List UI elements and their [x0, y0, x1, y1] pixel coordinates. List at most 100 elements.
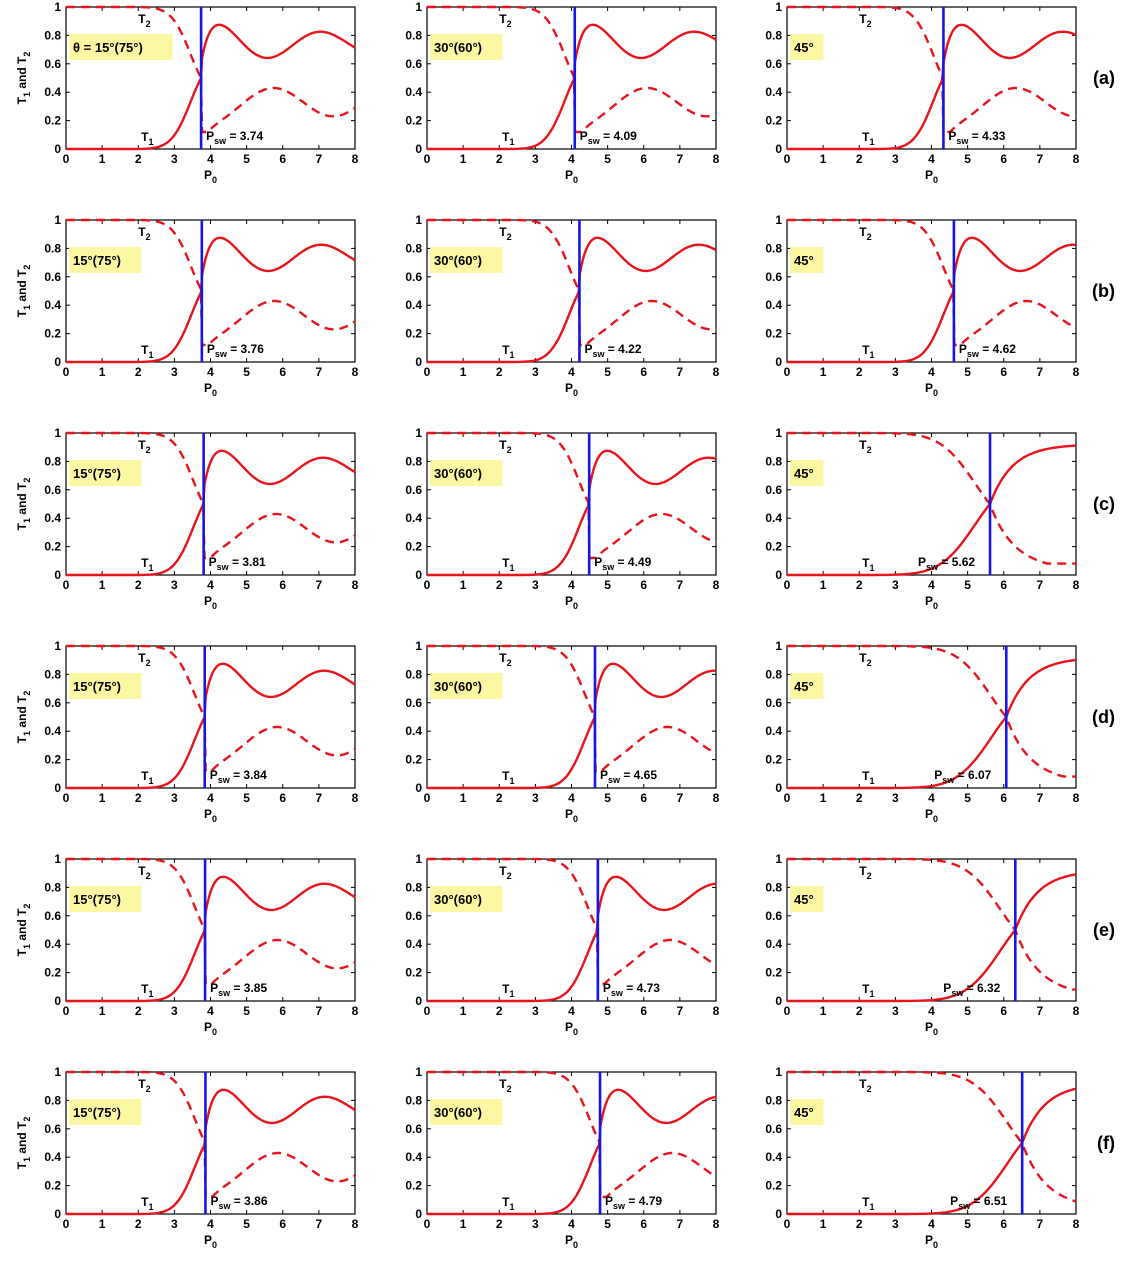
t1-solid-line — [66, 875, 356, 1003]
y-tick-label: 0.6 — [765, 1122, 782, 1136]
x-axis-title: P0 — [925, 807, 938, 824]
y-tick-label: 0.6 — [405, 909, 422, 923]
y-tick-label: 0.4 — [405, 937, 422, 951]
x-tick-label: 5 — [604, 152, 611, 166]
x-tick-label: 2 — [135, 365, 142, 379]
plot-area — [65, 219, 356, 363]
angle-label: 45° — [794, 40, 814, 55]
y-axis-title: T1 and T2 — [15, 1117, 32, 1170]
x-tick-label: 3 — [171, 152, 178, 166]
angle-label-box — [69, 886, 142, 912]
x-tick-label: 2 — [496, 578, 503, 592]
angle-label: 30°(60°) — [434, 466, 482, 481]
x-tick-label: 1 — [460, 578, 467, 592]
x-tick-label: 0 — [424, 1217, 431, 1231]
x-tick-label: 0 — [784, 1217, 791, 1231]
t2-dashed-line — [66, 1070, 356, 1199]
x-tick-label: 8 — [713, 791, 720, 805]
y-tick-label: 1 — [775, 0, 782, 14]
x-tick-label: 7 — [1037, 578, 1044, 592]
y-tick-label: 1 — [415, 426, 422, 440]
angle-label-box — [430, 460, 503, 486]
plot-area — [786, 1071, 1077, 1215]
x-tick-label: 3 — [892, 1004, 899, 1018]
x-axis-title: P0 — [565, 807, 578, 824]
x-tick-label: 4 — [568, 1004, 575, 1018]
x-tick-label: 6 — [1000, 578, 1007, 592]
x-tick-label: 3 — [171, 791, 178, 805]
y-tick-label: 0.6 — [405, 1122, 422, 1136]
angle-label-box — [790, 247, 824, 273]
x-tick-label: 0 — [63, 152, 70, 166]
x-tick-label: 7 — [677, 365, 684, 379]
x-tick-label: 2 — [496, 1217, 503, 1231]
x-tick-label: 4 — [928, 365, 935, 379]
x-tick-label: 6 — [1000, 1217, 1007, 1231]
x-tick-label: 2 — [856, 791, 863, 805]
x-tick-label: 2 — [856, 578, 863, 592]
angle-label-box — [69, 247, 142, 273]
plot-area — [786, 858, 1077, 1002]
y-tick-label: 1 — [775, 852, 782, 866]
x-tick-label: 6 — [640, 152, 647, 166]
y-tick-label: 0.8 — [44, 241, 61, 255]
y-tick-label: 0.8 — [405, 1093, 422, 1107]
y-tick-label: 0.8 — [405, 28, 422, 42]
x-tick-label: 5 — [964, 1217, 971, 1231]
y-tick-label: 0.6 — [405, 483, 422, 497]
y-tick-label: 0.4 — [44, 1150, 61, 1164]
t2-dashed-line — [787, 857, 1076, 991]
y-tick-label: 0 — [54, 568, 61, 582]
y-tick-label: 0.6 — [44, 57, 61, 71]
y-tick-label: 0.6 — [44, 1122, 61, 1136]
x-tick-label: 2 — [856, 152, 863, 166]
t1-solid-line — [787, 444, 1077, 577]
t2-dashed-line — [66, 431, 356, 560]
x-axis-title: P0 — [565, 381, 578, 398]
t2-dashed-line — [427, 431, 717, 560]
y-tick-label: 1 — [775, 1065, 782, 1079]
x-tick-label: 2 — [856, 365, 863, 379]
y-tick-label: 0 — [775, 568, 782, 582]
y-tick-label: 0.2 — [44, 753, 61, 767]
x-tick-label: 3 — [171, 365, 178, 379]
x-tick-label: 3 — [892, 791, 899, 805]
y-tick-label: 0.4 — [405, 298, 422, 312]
x-tick-label: 1 — [99, 1004, 106, 1018]
x-tick-label: 8 — [352, 365, 359, 379]
x-axis-title: P0 — [204, 807, 217, 824]
x-tick-label: 7 — [677, 791, 684, 805]
plot-area — [426, 1071, 717, 1215]
angle-label: 30°(60°) — [434, 40, 482, 55]
row-label-c: (c) — [1093, 494, 1115, 514]
x-tick-label: 3 — [892, 578, 899, 592]
t2-dashed-line — [66, 218, 356, 347]
x-tick-label: 1 — [99, 365, 106, 379]
x-tick-label: 8 — [1073, 578, 1080, 592]
y-tick-label: 0.6 — [765, 696, 782, 710]
t1-solid-line — [787, 873, 1077, 1003]
angle-label-box — [790, 673, 824, 699]
x-tick-label: 3 — [171, 1004, 178, 1018]
angle-label: 15°(75°) — [73, 679, 121, 694]
y-tick-label: 0.4 — [44, 298, 61, 312]
angle-label: θ = 15°(75°) — [73, 40, 143, 55]
angle-label-box — [430, 1099, 503, 1125]
x-tick-label: 1 — [460, 1004, 467, 1018]
x-tick-label: 7 — [316, 578, 323, 592]
x-tick-label: 6 — [640, 791, 647, 805]
y-tick-label: 0 — [54, 355, 61, 369]
x-tick-label: 6 — [279, 365, 286, 379]
x-axis-title: P0 — [925, 1233, 938, 1250]
y-tick-label: 1 — [415, 0, 422, 14]
y-tick-label: 0.4 — [405, 511, 422, 525]
x-tick-label: 8 — [1073, 365, 1080, 379]
x-tick-label: 8 — [713, 1004, 720, 1018]
x-axis-title: P0 — [565, 1020, 578, 1037]
